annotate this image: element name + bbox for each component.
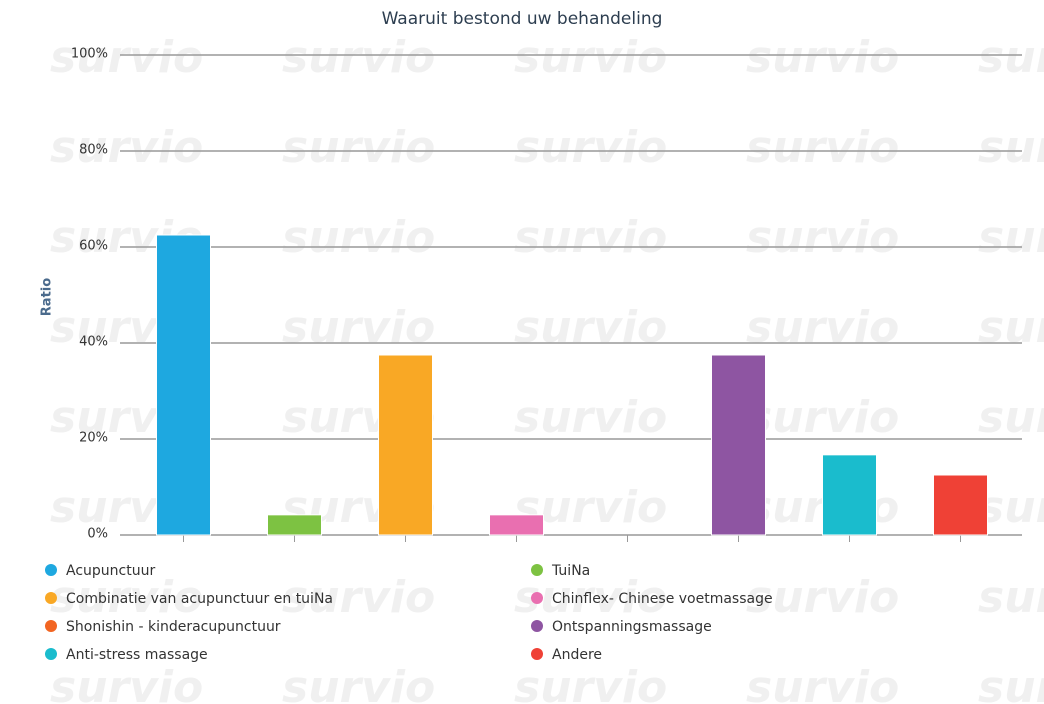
legend-marker bbox=[45, 620, 57, 632]
watermark: survio bbox=[746, 392, 899, 443]
watermark: survio bbox=[50, 32, 203, 83]
y-tick-label: 0% bbox=[87, 527, 108, 542]
legend-label: Combinatie van acupunctuur en tuiNa bbox=[66, 591, 333, 607]
watermark: survio bbox=[978, 212, 1044, 263]
watermark: survio bbox=[978, 662, 1044, 704]
legend-marker bbox=[45, 564, 57, 576]
watermark: survio bbox=[50, 572, 203, 623]
watermark: survio bbox=[746, 212, 899, 263]
watermark: survio bbox=[50, 122, 203, 173]
bar bbox=[156, 234, 211, 536]
watermark: survio bbox=[978, 302, 1044, 353]
watermark: survio bbox=[514, 212, 667, 263]
watermark: survio bbox=[746, 32, 899, 83]
watermark: survio bbox=[746, 662, 899, 704]
y-tick-label: 80% bbox=[79, 143, 108, 158]
legend-marker bbox=[531, 592, 543, 604]
y-axis-label: Ratio bbox=[40, 278, 55, 316]
legend-label: Andere bbox=[552, 647, 602, 663]
watermark: survio bbox=[514, 392, 667, 443]
bar bbox=[489, 514, 544, 536]
watermark: survio bbox=[514, 302, 667, 353]
watermark: survio bbox=[514, 32, 667, 83]
legend-marker bbox=[531, 648, 543, 660]
y-tick-label: 60% bbox=[79, 239, 108, 254]
legend-label: TuiNa bbox=[551, 563, 590, 579]
watermark: survio bbox=[978, 392, 1044, 443]
watermark: survio bbox=[282, 572, 435, 623]
watermark: survio bbox=[746, 122, 899, 173]
bar bbox=[378, 354, 433, 536]
watermark: survio bbox=[514, 122, 667, 173]
watermark: survio bbox=[978, 122, 1044, 173]
legend-label: Shonishin - kinderacupunctuur bbox=[66, 619, 281, 635]
watermark: survio bbox=[978, 572, 1044, 623]
bar bbox=[267, 514, 322, 536]
watermark-layer: survio survio survio survio survio survio surv… bbox=[50, 32, 1044, 704]
watermark: survio bbox=[282, 302, 435, 353]
legend-marker bbox=[531, 620, 543, 632]
bar bbox=[711, 354, 766, 536]
legend-marker bbox=[45, 592, 57, 604]
legend-label: Acupunctuur bbox=[66, 563, 155, 579]
watermark: survio bbox=[282, 32, 435, 83]
bar bbox=[933, 474, 988, 536]
watermark: survio bbox=[50, 662, 203, 704]
watermark: survio bbox=[746, 302, 899, 353]
bar bbox=[822, 454, 877, 536]
chart-title: Waaruit bestond uw behandeling bbox=[382, 9, 663, 29]
watermark: survio bbox=[282, 212, 435, 263]
legend-marker bbox=[531, 564, 543, 576]
watermark: survio bbox=[978, 32, 1044, 83]
watermark: survio bbox=[282, 122, 435, 173]
legend-label: Ontspanningsmassage bbox=[552, 619, 712, 635]
watermark: survio bbox=[978, 482, 1044, 533]
y-tick-label: 20% bbox=[79, 431, 108, 446]
watermark: survio bbox=[746, 572, 899, 623]
legend-marker bbox=[45, 648, 57, 660]
legend-label: Anti-stress massage bbox=[66, 647, 208, 663]
watermark: survio bbox=[514, 662, 667, 704]
legend-label: Chinflex- Chinese voetmassage bbox=[552, 591, 773, 607]
y-tick-label: 100% bbox=[71, 47, 108, 62]
watermark: survio bbox=[282, 662, 435, 704]
y-tick-label: 40% bbox=[79, 335, 108, 350]
